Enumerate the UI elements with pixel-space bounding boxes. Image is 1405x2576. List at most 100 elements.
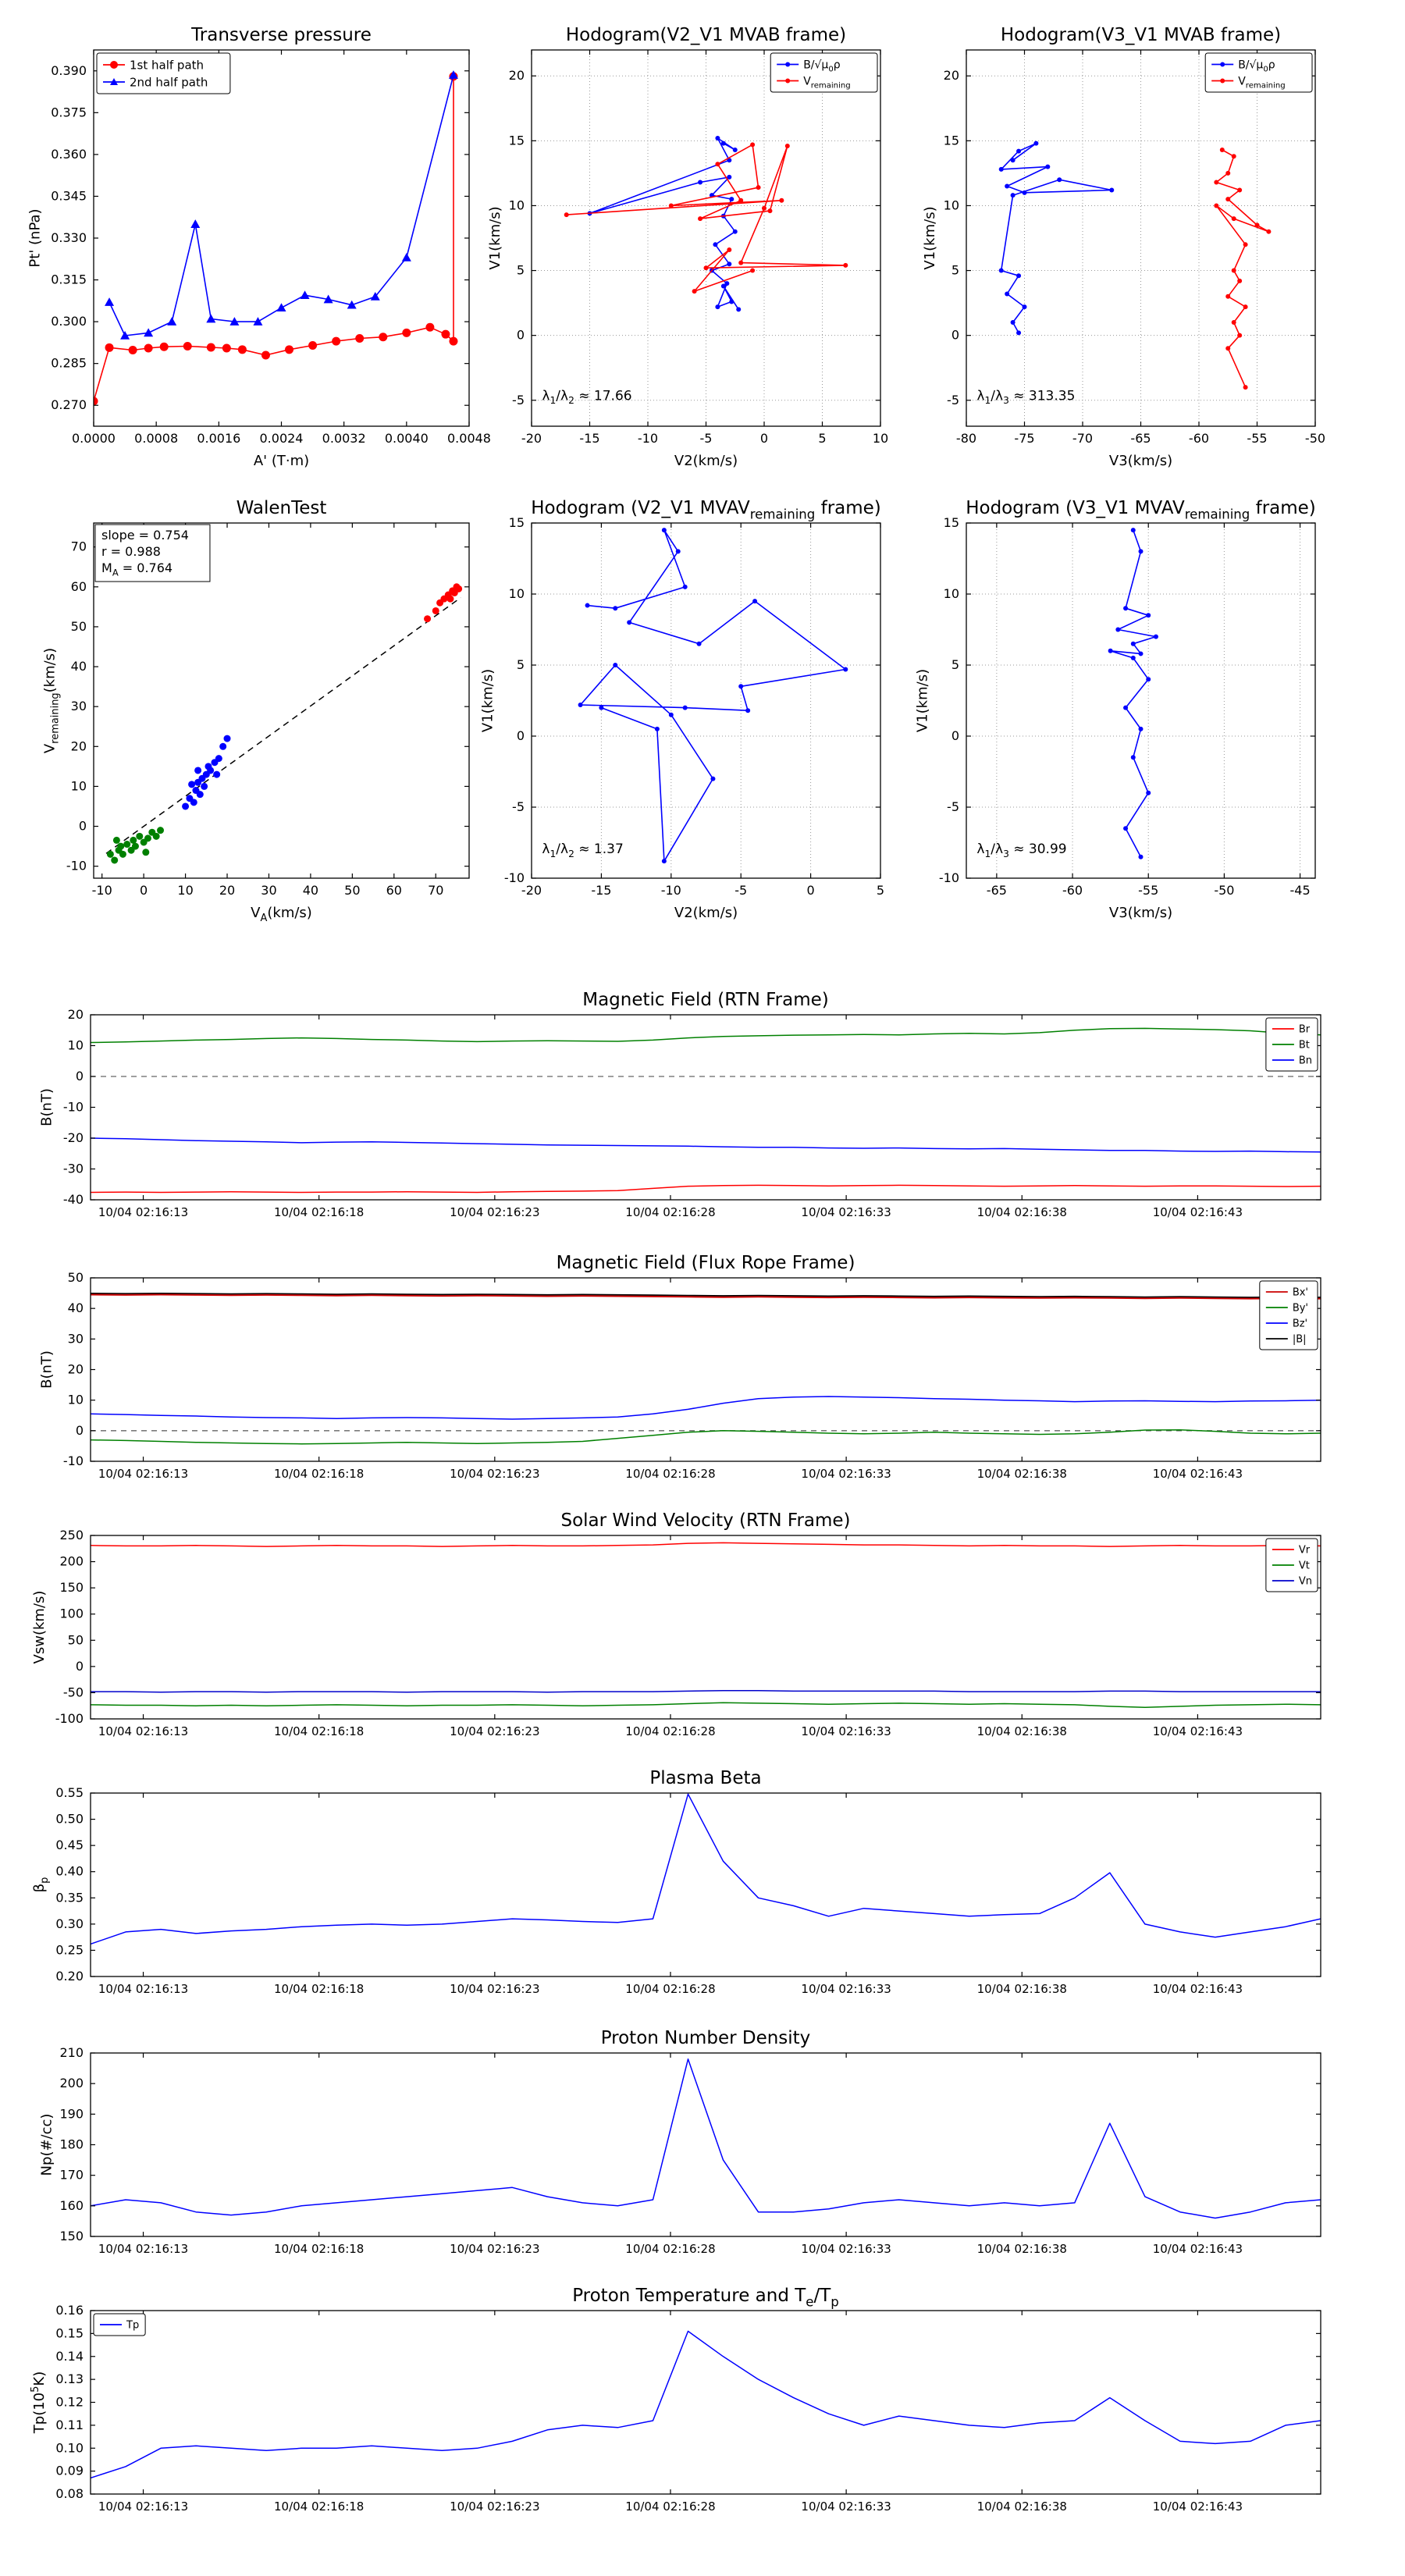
y-tick-label: 0.375 [51,105,87,119]
x-tick-label: 10/04 02:16:33 [801,1982,891,1996]
y-tick-label: -10 [63,1100,84,1115]
legend-transverse-pressure: 1st half path 2nd half path [96,52,231,94]
x-tick-label: 10/04 02:16:43 [1153,2500,1243,2514]
x-tick-label: -15 [591,883,611,898]
plot-background [966,523,1315,878]
y-axis-label: V1(km/s) [915,669,931,732]
panel-proton-number-density: 10/04 02:16:13 10/04 02:16:18 10/04 02:16:… [39,2028,1321,2256]
y-tick-label: 0.10 [55,2440,84,2455]
legend-label: By' [1293,1303,1308,1315]
legend-box [1204,52,1313,93]
x-tick-label: 10 [873,431,888,446]
y-tick-label: 0.08 [55,2486,84,2501]
series-marker-V_remaining [1225,197,1231,202]
x-tick-label: 10/04 02:16:13 [98,1724,188,1738]
y-axis-label: V1(km/s) [487,206,503,269]
series-marker-cluster-green [112,836,120,844]
plot-area-plasma-beta [91,1793,1321,1945]
series-line-Vt [91,1702,1321,1708]
x-tick-label: 5 [818,431,826,446]
x-tick-label: 10/04 02:16:23 [450,1205,539,1219]
y-tick-label: 0 [951,328,959,343]
series-marker-1st half path [128,346,137,355]
series-marker-V_remaining [1130,755,1136,760]
x-tick-label: 10/04 02:16:13 [98,1982,188,1996]
series-marker-1st half path [379,333,388,342]
series-marker-B/sqrt(mu0 rho) [715,136,720,141]
series-marker-cluster-blue [215,755,222,763]
series-marker-2nd half path [448,70,458,79]
y-tick-label: 150 [59,2229,84,2243]
series-marker-cluster-blue [190,799,197,806]
panel-magnetic-field-fluxrope: 10/04 02:16:13 10/04 02:16:18 10/04 02:16:… [39,1253,1321,1481]
series-marker-2nd half path [229,317,240,326]
y-tick-label: 0.09 [55,2464,84,2478]
legend-label: Bn [1299,1055,1312,1067]
chart-title: Hodogram (V3_V1 MVAVremaining frame) [966,498,1316,521]
series-line-Bn [91,1137,1321,1153]
series-marker-1st half path [261,350,270,360]
series-marker-2nd half path [300,290,310,299]
series-marker-2nd half path [323,294,333,304]
y-tick-label: 10 [509,586,525,601]
x-tick-label: 30 [261,883,276,898]
x-tick-label: 10/04 02:16:13 [98,2500,188,2514]
plot-frame [93,522,470,879]
series-marker-B/sqrt(mu0 rho) [1057,177,1062,183]
y-tick-label: 160 [59,2198,84,2213]
series-marker-V_remaining [1214,203,1219,208]
legend-solar-wind-velocity: Vr Vt Vn [1265,1538,1318,1592]
y-tick-label: 5 [517,263,525,278]
series-marker-V_remaining [1130,641,1136,646]
y-tick-label: 40 [68,1300,84,1315]
chart-title: Magnetic Field (Flux Rope Frame) [557,1253,855,1273]
x-tick-label: -10 [638,431,658,446]
y-axis-label: Np(#/cc) [39,2114,55,2176]
x-tick-label: -20 [521,431,542,446]
plot-background [91,2053,1321,2236]
legend-label: Vn [1299,1576,1312,1588]
series-marker-V_remaining [627,620,632,625]
series-marker-cluster-green [117,842,125,850]
series-marker-B/sqrt(mu0 rho) [732,229,738,234]
y-tick-label: 60 [71,579,87,594]
series-marker-1st half path [237,345,247,354]
series-marker-V_remaining [1243,385,1248,390]
y-tick-label: 0 [76,1659,84,1674]
y-tick-label: 10 [944,197,959,212]
x-tick-label: 60 [386,883,402,898]
plot-background [91,1535,1321,1719]
x-tick-label: 10/04 02:16:38 [977,1982,1067,1996]
series-marker-V_remaining [745,708,751,713]
series-marker-B/sqrt(mu0 rho) [727,262,732,267]
series-marker-V_remaining [613,663,618,667]
y-tick-label: -50 [63,1685,84,1699]
x-tick-label: 10/04 02:16:38 [977,1724,1067,1738]
x-tick-label: -65 [1130,431,1151,446]
series-marker-cluster-red [446,595,454,603]
y-tick-label: -10 [504,870,525,885]
legend-proton-temperature: Tp [93,2313,146,2336]
x-tick-label: 0.0008 [134,431,178,446]
legend-label: B/√μ0ρ [803,59,841,73]
series-line-beta_p [91,1793,1321,1945]
y-tick-label: 0 [951,728,959,743]
series-marker-V_remaining [1146,677,1151,682]
series-marker-cluster-blue [188,781,196,788]
annotation: λ1/λ2 ≈ 17.66 [542,388,631,406]
series-marker-1st half path [159,342,169,351]
series-marker-cluster-green [144,834,151,842]
y-tick-label: 180 [59,2137,84,2152]
series-marker-V_remaining [738,684,744,689]
series-marker-V_remaining [661,528,667,533]
legend-label: Br [1299,1024,1311,1036]
chart-title: Solar Wind Velocity (RTN Frame) [560,1510,850,1531]
series-line-Br [91,1184,1321,1194]
series-marker-V_remaining [750,142,756,148]
series-marker-V_remaining [1138,549,1144,554]
plot-frame [531,522,881,879]
plot-background [91,2311,1321,2494]
y-tick-label: 170 [59,2168,84,2183]
